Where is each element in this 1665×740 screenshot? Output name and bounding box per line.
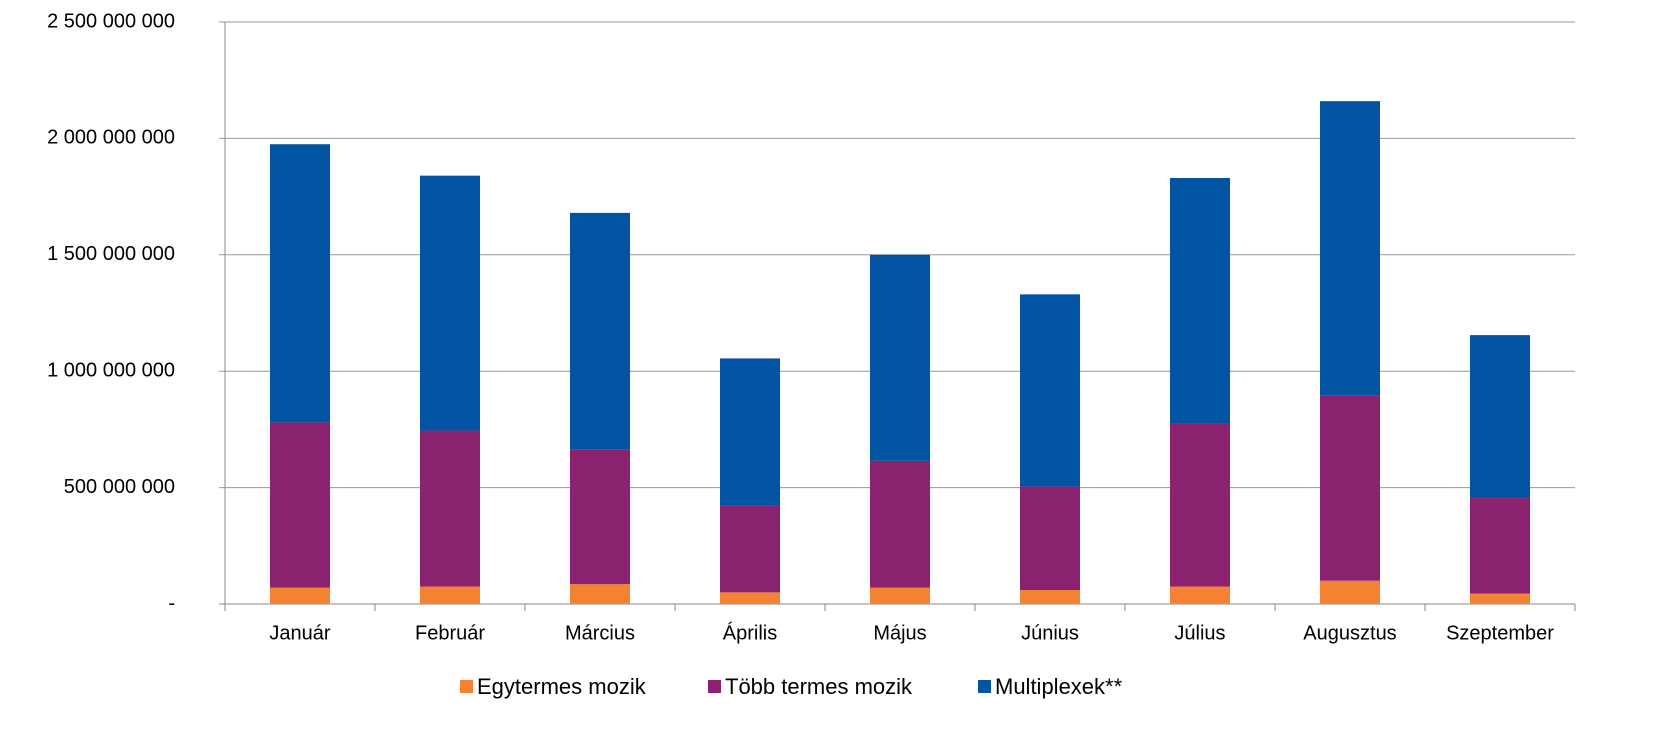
bar-segment [570, 584, 630, 604]
legend-swatch [460, 680, 473, 693]
bar-segment [1320, 580, 1380, 604]
bar-segment [420, 586, 480, 604]
x-tick-label: Január [269, 622, 330, 644]
bar-segment [720, 505, 780, 593]
x-tick-label: Április [723, 621, 777, 644]
x-tick-label: Május [873, 622, 926, 644]
bar-segment [720, 592, 780, 604]
legend-label: Több termes mozik [725, 674, 913, 699]
x-tick-label: Február [415, 622, 485, 644]
bar-segment [270, 144, 330, 423]
bar-segment [870, 254, 930, 461]
legend: Egytermes mozik Több termes mozik Multiple… [460, 674, 1123, 699]
x-tick-label: Március [565, 622, 635, 644]
bar-segment [1020, 294, 1080, 487]
bar-segment [270, 587, 330, 604]
legend-swatch [708, 680, 721, 693]
bar-segment [720, 358, 780, 506]
x-tick-label: Július [1174, 622, 1225, 644]
bar-segment [870, 460, 930, 588]
x-tick-label: Június [1021, 622, 1079, 644]
bar-segment [870, 587, 930, 604]
y-tick-label: - [168, 592, 175, 614]
x-tick-label: Augusztus [1303, 622, 1396, 644]
bar-segment [1020, 486, 1080, 591]
y-tick-label: 1 500 000 000 [47, 243, 175, 265]
y-tick-label: 2 000 000 000 [47, 127, 175, 149]
bar-segment [1470, 335, 1530, 499]
legend-swatch [978, 680, 991, 693]
bar-segment [1470, 593, 1530, 604]
bar-segment [1320, 101, 1380, 396]
y-tick-label: 500 000 000 [64, 476, 175, 498]
bar-segment [1470, 498, 1530, 594]
legend-label: Egytermes mozik [477, 674, 647, 699]
bar-segment [1170, 423, 1230, 587]
bar-segment [1320, 395, 1380, 581]
bar-segment [570, 212, 630, 450]
legend-label: Multiplexek** [995, 674, 1123, 699]
bar-segment [420, 430, 480, 587]
bar-segment [270, 422, 330, 588]
bar-segment [1170, 586, 1230, 604]
bar-segment [570, 449, 630, 585]
bar-segment [1020, 590, 1080, 604]
bar-segment [420, 175, 480, 431]
bar-segment [1170, 177, 1230, 424]
y-tick-label: 1 000 000 000 [47, 359, 175, 381]
x-tick-label: Szeptember [1446, 622, 1554, 644]
y-tick-label: 2 500 000 000 [47, 10, 175, 32]
